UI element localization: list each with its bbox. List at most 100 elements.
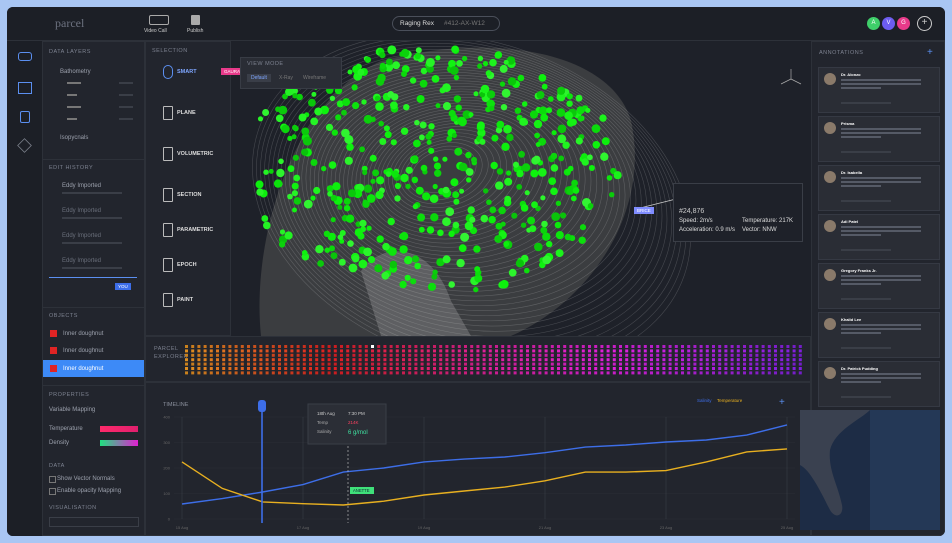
object[interactable]: Inner doughnut [63,366,104,372]
timeline-chart[interactable]: TIMELINE 0 100 200 300 400 15 Aug 17 Aug 19 Aug 2… [145,382,800,536]
add-button[interactable]: + [917,16,932,31]
selected-row[interactable] [43,360,144,377]
parcel-cell [643,362,647,366]
tool-icon[interactable] [163,258,173,272]
particle [327,191,333,197]
action[interactable]: Video Call [144,28,167,34]
parcel-cell [259,353,263,357]
parcel-cell [588,353,591,357]
cursor-tag [350,487,374,494]
layer[interactable]: Bathometry [60,69,91,75]
tool-icon[interactable] [163,188,173,202]
tool[interactable]: SMART [177,69,197,75]
tool-icon[interactable] [163,106,173,120]
timeline-title: TIMELINE [163,402,189,408]
parcel-cell [203,349,207,353]
map[interactable] [800,410,940,530]
add-series[interactable]: + [779,397,785,408]
parcel-cell [662,371,666,375]
avatar[interactable]: A [867,17,880,30]
tool[interactable]: PARAMETRIC [177,227,214,233]
avatar[interactable]: G [897,17,910,30]
tool[interactable]: VOLUMETRIC [177,151,214,157]
particle [556,92,566,102]
particle [555,231,564,240]
publish-icon[interactable] [191,15,200,25]
particle [546,107,553,114]
history-item[interactable]: Eddy Imported [62,233,102,239]
mode-active[interactable] [247,74,271,82]
streamline [400,138,489,205]
streamline [276,52,663,336]
particle [401,65,410,73]
x-tick-label: 21 Aug [539,525,551,530]
avatar[interactable]: V [882,17,895,30]
tool-icon[interactable] [163,223,173,237]
view-mode[interactable]: Wireframe [303,75,327,81]
history-item[interactable]: Eddy Imported [62,183,102,189]
tool-icon[interactable] [163,65,173,79]
object[interactable]: Inner doughnut [63,348,104,354]
annotation-footer [841,102,891,104]
tooltip-date: 18th Aug [317,411,335,416]
layer[interactable]: Isopycnals [60,135,89,141]
parcel-cell [550,371,554,375]
volume-view[interactable] [231,41,811,336]
particle [363,114,373,124]
history-item[interactable]: Eddy Imported [62,208,102,214]
scrubber-handle[interactable] [258,400,266,412]
parcel-cell [433,349,436,353]
legend-entry[interactable]: Salinity [697,398,712,403]
history-slider[interactable] [49,277,137,278]
parcel-cell [426,367,430,370]
parcel-cell [488,349,492,353]
parcel-cell [736,349,740,353]
parcel-cell [767,371,771,375]
object[interactable]: Inner doughnut [63,331,104,337]
rail-icon[interactable] [18,52,32,61]
particle [293,197,302,205]
option[interactable]: Show Vector Normals [57,476,115,482]
parcel-cell [780,349,784,353]
parcel-cell [557,345,560,348]
checkbox[interactable] [49,488,56,495]
parcel-cell [544,345,548,348]
option[interactable]: Enable opacity Mapping [57,488,122,494]
checkbox[interactable] [49,476,56,483]
parcel-cell [718,371,722,375]
add-annotation[interactable]: + [927,47,933,58]
tool[interactable]: SECTION [177,192,202,198]
annotation-text [841,87,881,89]
tool[interactable]: EPOCH [177,262,197,268]
parcel-cell [718,349,722,353]
parcel-cell [780,362,784,366]
view-mode[interactable]: X-Ray [279,75,293,81]
tool[interactable]: PLANE [177,110,196,116]
tool[interactable]: PAINT [177,297,194,303]
parcel-cell [786,367,790,370]
parcel-cell [674,367,678,370]
parcel-cell [482,353,486,357]
video-icon[interactable] [149,15,169,25]
legend-entry[interactable]: Temperature [717,398,743,403]
history-item[interactable]: Eddy Imported [62,258,102,264]
parcel-cell [575,349,579,353]
action[interactable]: Publish [187,28,204,34]
parcel-cell [383,367,387,370]
particle [554,221,562,229]
color-ramp[interactable] [100,426,138,432]
particle [419,79,428,88]
explorer-grid[interactable] [185,341,807,377]
tool-icon[interactable] [163,293,173,307]
project-id: #412-AX-W12 [444,20,485,27]
rail-icon[interactable] [20,111,30,123]
rail-icon[interactable] [18,82,32,94]
project-pill[interactable] [392,16,500,31]
annotation-text [841,324,921,326]
tool-icon[interactable] [163,147,173,161]
view-mode[interactable]: Default [251,75,267,81]
color-ramp[interactable] [100,440,138,446]
parcel-cell [271,353,275,357]
parcel-cell [743,371,746,375]
segmented-control[interactable] [49,517,139,527]
